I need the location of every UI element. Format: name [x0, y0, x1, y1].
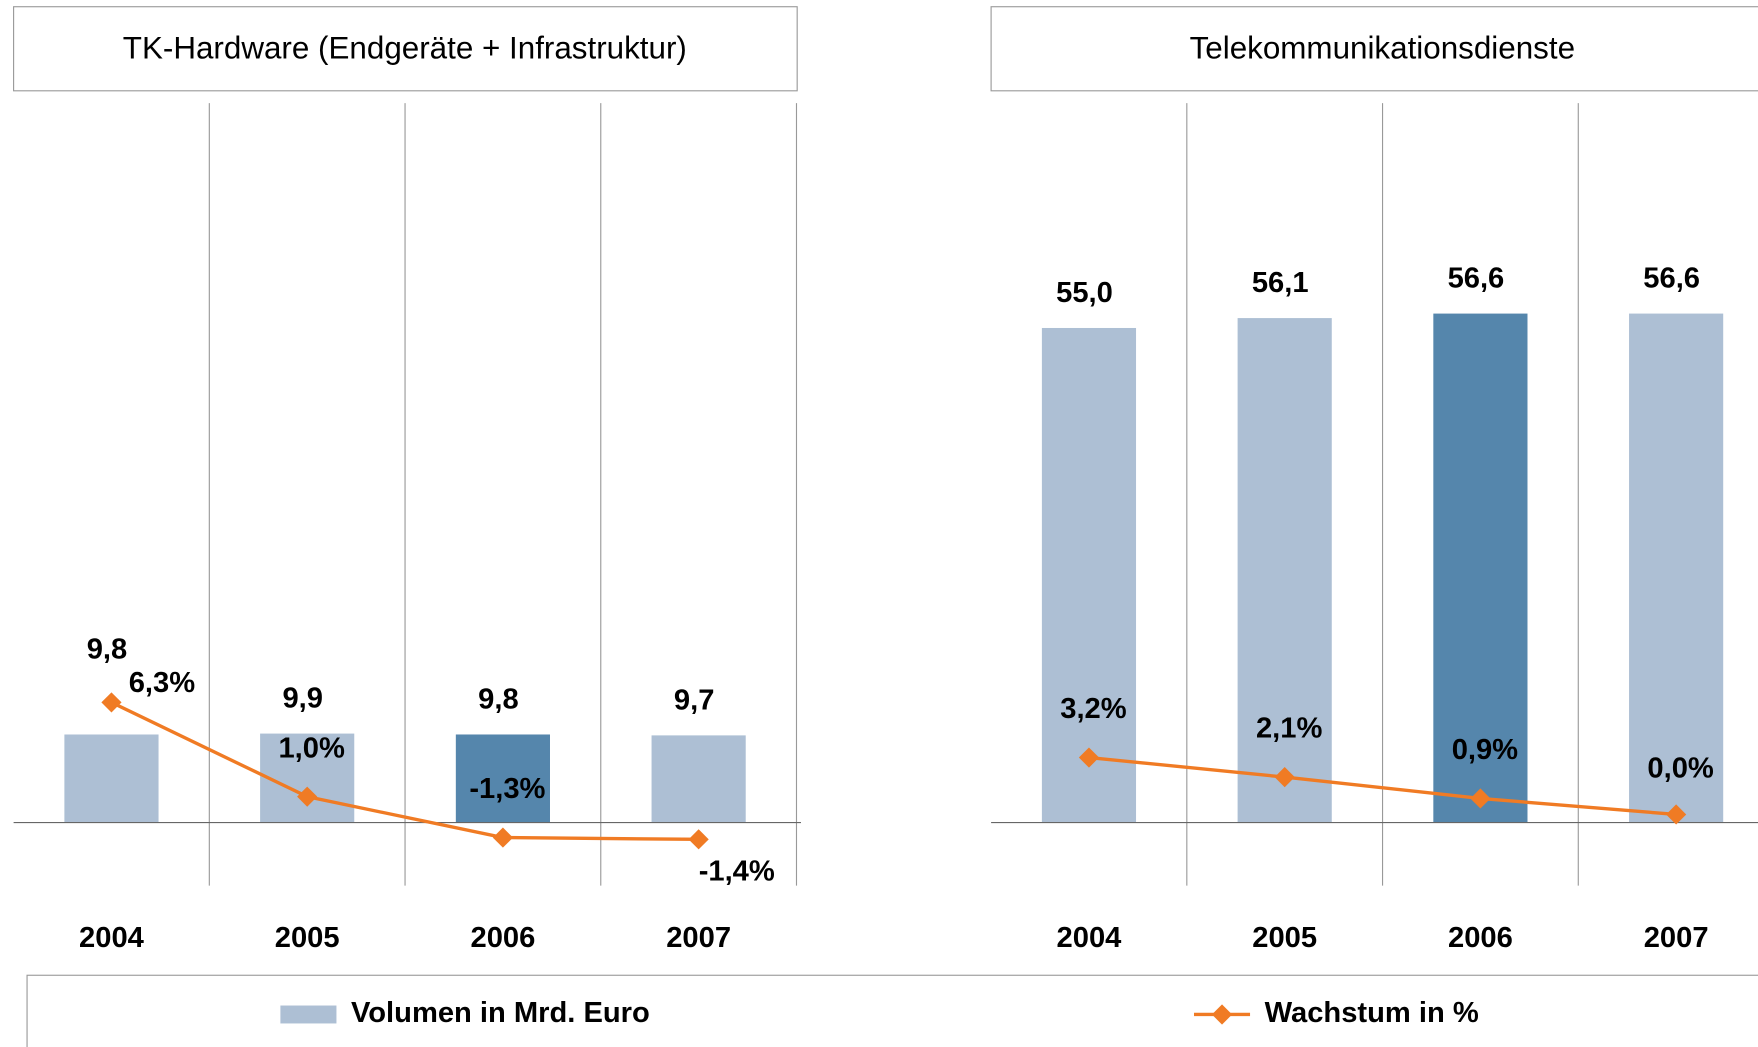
x-tick-label: 2006: [1448, 922, 1513, 954]
line-marker: [1666, 804, 1687, 825]
data-label: 0,0%: [1647, 752, 1713, 784]
data-label: 9,7: [674, 684, 715, 716]
bar: [651, 735, 746, 823]
bar: [455, 734, 550, 823]
bar: [64, 734, 159, 823]
data-label: -1,3%: [469, 773, 545, 805]
x-tick-label: 2004: [79, 922, 145, 954]
legend-swatch: [1211, 1004, 1233, 1025]
line: [110, 700, 699, 842]
line-marker: [101, 692, 122, 713]
data-label: 56,6: [1448, 263, 1505, 295]
x-tick-label: 2005: [275, 922, 340, 954]
bar: [1041, 327, 1137, 823]
data-label: 3,2%: [1060, 693, 1126, 725]
legend-label: Volumen in Mrd. Euro: [351, 997, 650, 1029]
line-marker: [1078, 747, 1100, 768]
data-label: 0,9%: [1452, 734, 1518, 766]
data-label: 56,6: [1643, 263, 1700, 295]
data-label: -1,4%: [699, 856, 775, 888]
title-box: [13, 6, 798, 92]
title-box: [990, 6, 1758, 92]
data-label: 56,1: [1252, 267, 1309, 299]
data-label: 9,9: [282, 683, 323, 715]
legend-swatch: [280, 1005, 337, 1024]
x-tick-label: 2007: [1644, 922, 1709, 954]
line-marker: [492, 827, 513, 848]
line-marker: [297, 786, 318, 807]
data-label: 1,0%: [278, 732, 344, 764]
data-label: 2,1%: [1256, 713, 1322, 745]
x-tick-label: 2006: [471, 922, 536, 954]
data-label: 9,8: [87, 634, 127, 666]
line-marker: [1274, 767, 1295, 788]
line-marker: [1470, 788, 1491, 809]
x-tick-label: 2004: [1057, 922, 1123, 954]
line-marker: [688, 829, 709, 850]
x-tick-label: 2007: [666, 922, 731, 954]
bar: [260, 733, 355, 823]
legend-label: Wachstum in %: [1265, 997, 1479, 1029]
line: [1088, 755, 1677, 817]
data-label: 9,8: [478, 684, 519, 716]
chart-title: TK-Hardware (Endgeräte + Infrastruktur): [123, 31, 687, 66]
bar: [1433, 313, 1528, 823]
data-label: 55,0: [1056, 277, 1113, 309]
data-label: 6,3%: [129, 667, 195, 699]
bar: [1237, 318, 1332, 823]
bar: [1629, 313, 1724, 823]
x-tick-label: 2005: [1252, 922, 1317, 954]
chart-title: Telekommunikationsdienste: [1190, 31, 1575, 66]
